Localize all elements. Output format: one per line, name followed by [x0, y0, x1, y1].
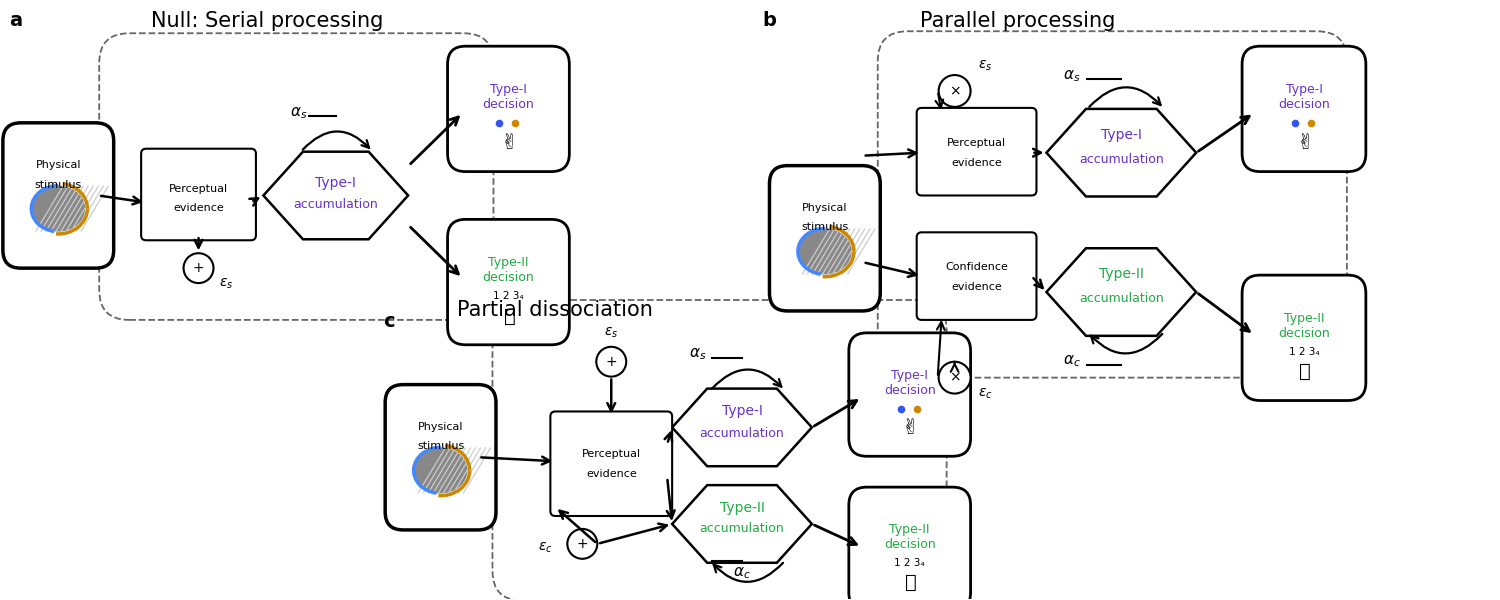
Text: Type-I: Type-I	[722, 404, 762, 418]
FancyBboxPatch shape	[3, 123, 114, 268]
FancyBboxPatch shape	[849, 333, 970, 456]
Text: Null: Serial processing: Null: Serial processing	[152, 11, 384, 31]
Text: $\varepsilon_s$: $\varepsilon_s$	[978, 59, 992, 73]
Text: ✌: ✌	[902, 418, 920, 438]
Text: Type-I: Type-I	[315, 176, 356, 190]
Text: Type-II: Type-II	[890, 523, 930, 536]
Text: decision: decision	[884, 538, 936, 551]
Text: $\alpha_c$: $\alpha_c$	[734, 566, 752, 581]
Text: $\alpha_s$: $\alpha_s$	[290, 105, 308, 121]
FancyBboxPatch shape	[770, 166, 880, 311]
Text: b: b	[762, 11, 776, 31]
Circle shape	[183, 253, 213, 283]
FancyBboxPatch shape	[1242, 275, 1366, 401]
Text: accumulation: accumulation	[1078, 292, 1164, 305]
FancyBboxPatch shape	[849, 487, 970, 600]
Polygon shape	[1047, 248, 1196, 336]
Polygon shape	[672, 389, 812, 466]
Text: 🖐: 🖐	[504, 307, 516, 326]
Text: decision: decision	[884, 383, 936, 397]
Text: 🖐: 🖐	[1299, 362, 1311, 382]
Text: $\varepsilon_s$: $\varepsilon_s$	[604, 326, 618, 340]
Text: Type-I: Type-I	[891, 369, 928, 382]
FancyBboxPatch shape	[916, 108, 1036, 196]
FancyBboxPatch shape	[447, 220, 570, 345]
Text: evidence: evidence	[586, 469, 636, 479]
Text: $\alpha_s$: $\alpha_s$	[690, 347, 706, 362]
Text: stimulus: stimulus	[417, 442, 464, 451]
Text: +: +	[576, 537, 588, 551]
FancyBboxPatch shape	[916, 232, 1036, 320]
Text: Type-I: Type-I	[490, 83, 526, 95]
Text: +: +	[606, 355, 616, 369]
Circle shape	[939, 75, 970, 107]
Text: $\varepsilon_c$: $\varepsilon_c$	[978, 386, 993, 401]
Text: Type-II: Type-II	[488, 256, 528, 269]
Text: ✌: ✌	[501, 133, 518, 153]
Text: evidence: evidence	[172, 203, 224, 214]
Text: Type-II: Type-II	[1284, 311, 1324, 325]
Text: decision: decision	[1278, 327, 1330, 340]
Text: decision: decision	[483, 98, 534, 111]
Polygon shape	[264, 152, 408, 239]
Text: decision: decision	[1278, 98, 1330, 111]
Text: accumulation: accumulation	[294, 198, 378, 211]
Polygon shape	[1047, 109, 1196, 196]
Text: c: c	[382, 312, 394, 331]
Circle shape	[939, 362, 970, 394]
Text: evidence: evidence	[951, 158, 1002, 167]
Text: ✌: ✌	[1296, 133, 1314, 153]
Ellipse shape	[414, 448, 468, 493]
FancyBboxPatch shape	[141, 149, 256, 240]
Text: Perceptual: Perceptual	[582, 449, 640, 459]
Text: accumulation: accumulation	[699, 427, 784, 440]
Circle shape	[567, 529, 597, 559]
Text: Type-II: Type-II	[720, 501, 765, 515]
Text: Perceptual: Perceptual	[170, 184, 228, 194]
FancyBboxPatch shape	[447, 46, 570, 172]
Text: Physical: Physical	[419, 422, 464, 431]
FancyBboxPatch shape	[550, 412, 672, 516]
Text: ×: ×	[950, 371, 960, 385]
Text: $\varepsilon_c$: $\varepsilon_c$	[537, 541, 552, 555]
Text: accumulation: accumulation	[1078, 152, 1164, 166]
Text: Perceptual: Perceptual	[946, 138, 1006, 148]
Text: 1 2 3₄: 1 2 3₄	[1288, 347, 1320, 357]
Text: ×: ×	[950, 84, 960, 98]
Text: 1 2 3₄: 1 2 3₄	[894, 558, 926, 568]
FancyBboxPatch shape	[386, 385, 496, 530]
Text: a: a	[9, 11, 22, 31]
Text: Confidence: Confidence	[945, 262, 1008, 272]
Text: +: +	[192, 261, 204, 275]
Text: Type-I: Type-I	[1286, 83, 1323, 95]
Polygon shape	[672, 485, 812, 563]
Text: $\alpha_c$: $\alpha_c$	[1062, 353, 1080, 370]
Text: Physical: Physical	[36, 160, 81, 170]
Text: evidence: evidence	[951, 282, 1002, 292]
Text: accumulation: accumulation	[699, 522, 784, 535]
Ellipse shape	[32, 185, 86, 232]
Ellipse shape	[798, 229, 852, 274]
Text: 🖐: 🖐	[904, 572, 916, 592]
FancyBboxPatch shape	[1242, 46, 1366, 172]
Text: $\alpha_s$: $\alpha_s$	[1062, 68, 1080, 84]
Text: $\varepsilon_s$: $\varepsilon_s$	[219, 277, 234, 292]
Text: stimulus: stimulus	[801, 223, 849, 232]
Text: Type-I: Type-I	[1101, 128, 1142, 142]
Text: Partial dissociation: Partial dissociation	[458, 300, 654, 320]
Text: stimulus: stimulus	[34, 179, 82, 190]
Text: Parallel processing: Parallel processing	[920, 11, 1114, 31]
Text: Type-II: Type-II	[1100, 267, 1143, 281]
Text: decision: decision	[483, 271, 534, 284]
Circle shape	[597, 347, 626, 377]
Text: Physical: Physical	[802, 203, 847, 212]
Text: 1 2 3₄: 1 2 3₄	[494, 292, 524, 301]
